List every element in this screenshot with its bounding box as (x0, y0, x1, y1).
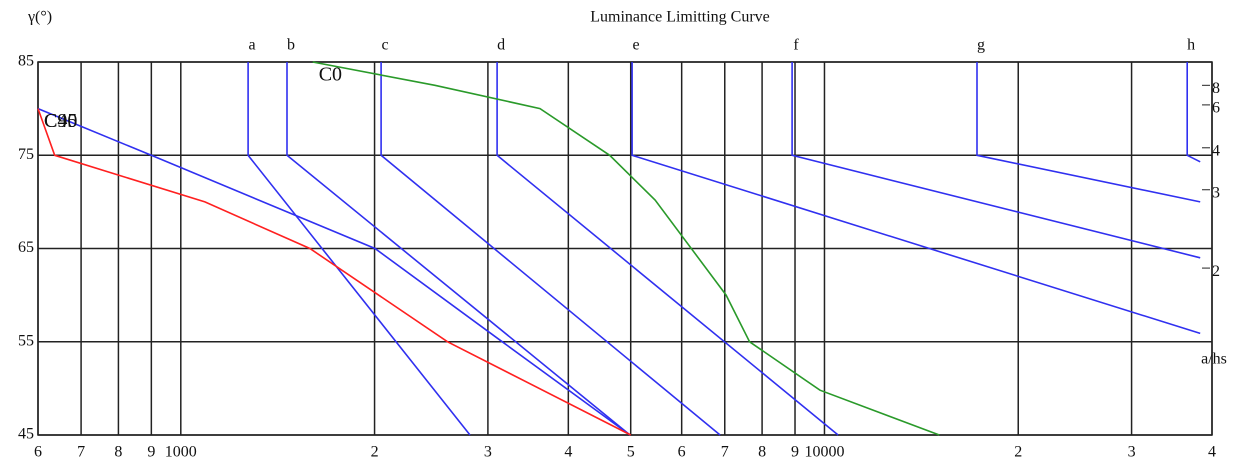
y2-tick-label: 8 (1212, 80, 1220, 97)
y-tick-label: 55 (18, 332, 34, 349)
x-tick-label: 1000 (165, 444, 197, 461)
x-tick-label: 2 (371, 444, 379, 461)
x-tick-label: 8 (758, 444, 766, 461)
y-tick-label: 65 (18, 239, 34, 256)
y2-tick-label: 4 (1212, 142, 1220, 159)
x-tick-label: 7 (721, 444, 729, 461)
curve (247, 62, 471, 436)
series-label: g (977, 37, 985, 54)
series-label: C45 (44, 110, 77, 132)
y-tick-label: 45 (18, 426, 34, 443)
chart-title: Luminance Limitting Curve (590, 9, 770, 26)
x-tick-label: 4 (1208, 444, 1216, 461)
series-label: a (248, 37, 255, 54)
curve (976, 62, 1201, 203)
x-tick-label: 7 (77, 444, 85, 461)
series-label: C90 (44, 110, 77, 132)
x-tick-label: 2 (1014, 444, 1022, 461)
series-label: e (633, 37, 640, 54)
curve (312, 61, 940, 436)
x-tick-label: 3 (484, 444, 492, 461)
y2-axis-label: a/hs (1201, 351, 1227, 368)
x-tick-label: 4 (564, 444, 572, 461)
y-tick-label: 85 (18, 53, 34, 70)
curve (1186, 62, 1201, 163)
y-tick-label: 75 (18, 146, 34, 163)
y-axis-label: γ(°) (27, 9, 52, 26)
x-tick-label: 6 (34, 444, 42, 461)
curve (37, 108, 632, 436)
series-label: d (497, 37, 505, 54)
x-tick-label: 9 (147, 444, 155, 461)
series-label: c (382, 37, 389, 54)
series-label: b (287, 37, 295, 54)
x-tick-label: 3 (1128, 444, 1136, 461)
x-tick-label: 5 (627, 444, 635, 461)
series-label: C0 (319, 64, 342, 86)
x-tick-label: 10000 (804, 444, 844, 461)
x-tick-label: 6 (678, 444, 686, 461)
curve (37, 107, 631, 436)
x-tick-label: 8 (114, 444, 122, 461)
y2-tick-label: 3 (1212, 184, 1220, 201)
series-label: f (793, 37, 799, 54)
series-label: h (1187, 37, 1195, 54)
curve (286, 62, 631, 436)
curve (791, 62, 1201, 259)
curve (380, 62, 721, 436)
y2-tick-label: 2 (1212, 263, 1220, 280)
curve (631, 62, 1201, 335)
curve (496, 62, 839, 436)
x-tick-label: 9 (791, 444, 799, 461)
y2-tick-label: 6 (1212, 100, 1220, 117)
